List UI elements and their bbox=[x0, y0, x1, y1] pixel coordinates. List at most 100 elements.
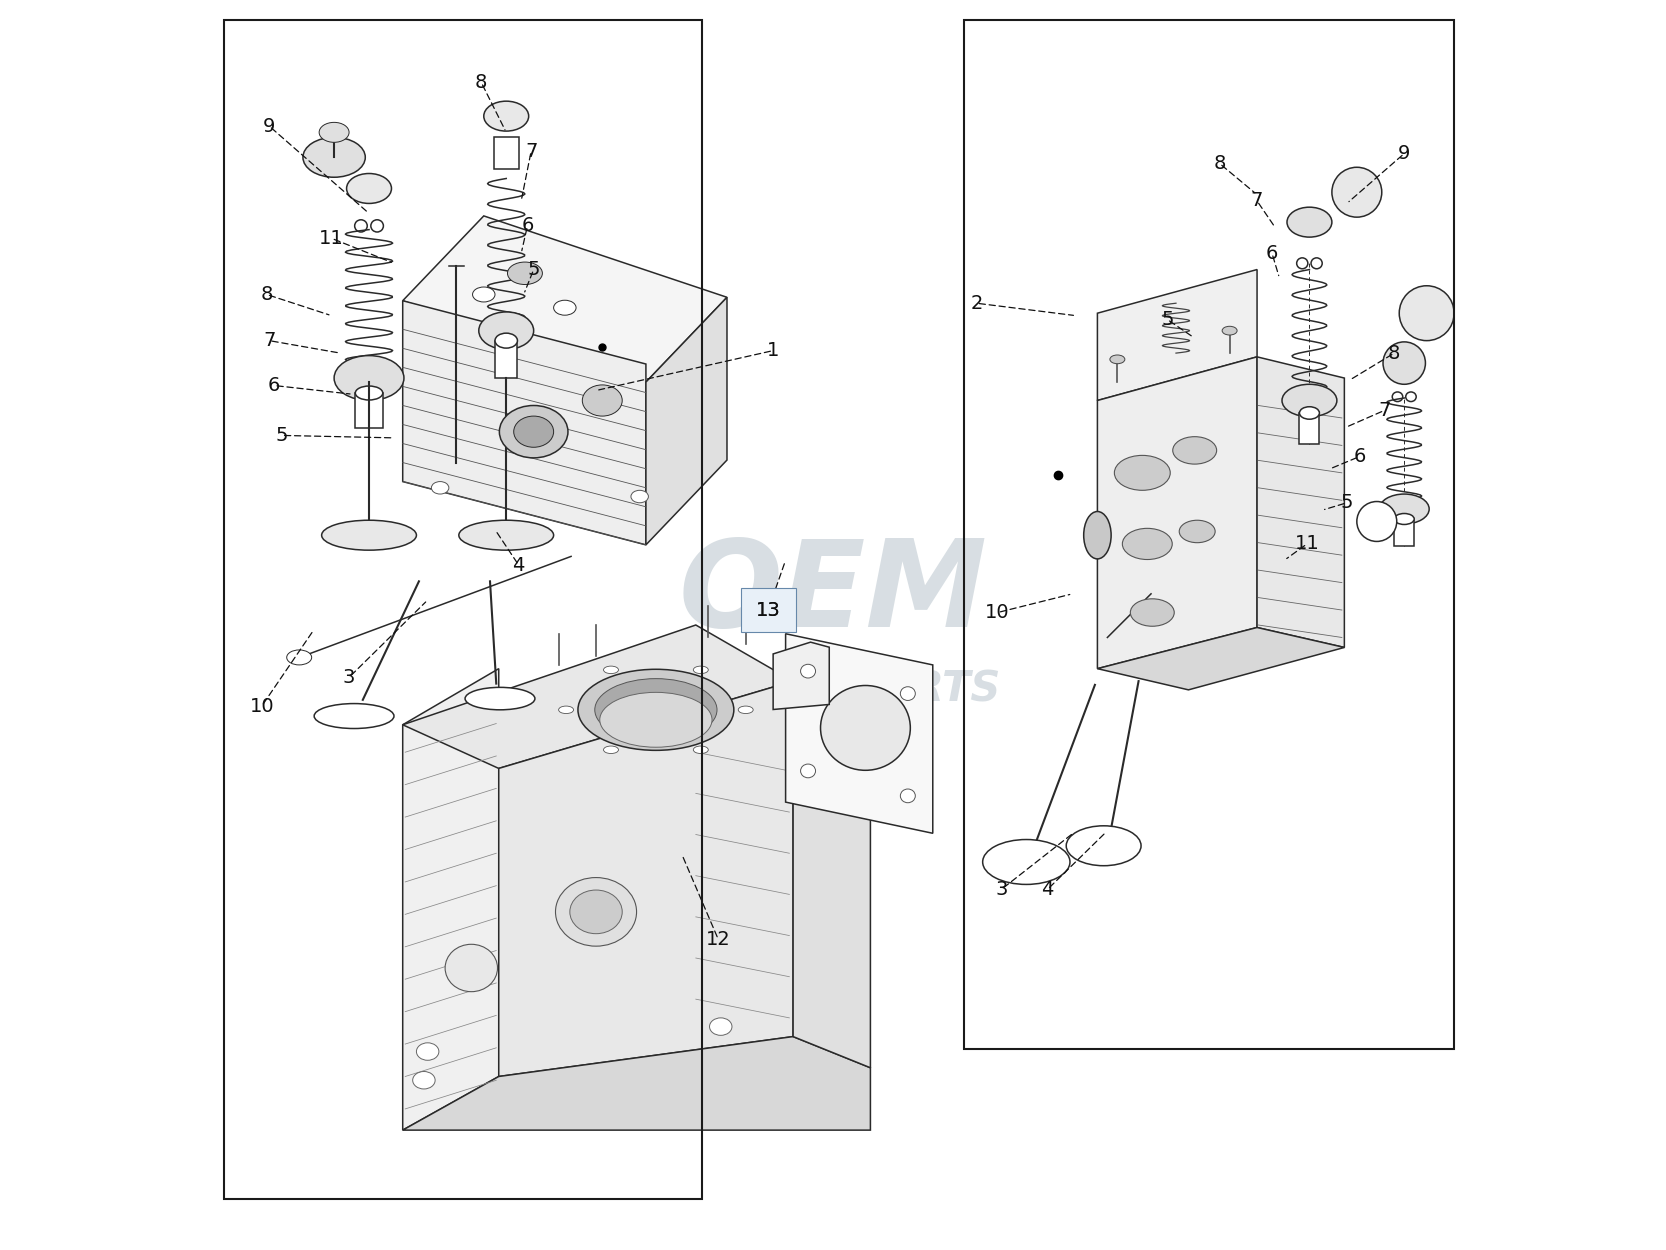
Text: 6: 6 bbox=[521, 216, 533, 235]
Ellipse shape bbox=[603, 666, 618, 674]
Ellipse shape bbox=[347, 174, 392, 204]
Ellipse shape bbox=[1173, 436, 1216, 464]
Ellipse shape bbox=[473, 288, 495, 302]
Text: 4: 4 bbox=[1041, 880, 1053, 899]
Ellipse shape bbox=[335, 355, 403, 400]
Ellipse shape bbox=[553, 300, 576, 315]
Ellipse shape bbox=[1083, 511, 1111, 559]
Ellipse shape bbox=[1331, 168, 1381, 217]
Bar bbox=[355, 392, 383, 428]
Ellipse shape bbox=[513, 416, 553, 447]
Ellipse shape bbox=[710, 1017, 731, 1035]
Ellipse shape bbox=[693, 746, 708, 754]
Text: 8: 8 bbox=[1388, 344, 1401, 362]
Text: 6: 6 bbox=[268, 376, 280, 395]
Bar bbox=[225, 20, 701, 1199]
Ellipse shape bbox=[416, 1042, 438, 1060]
Ellipse shape bbox=[458, 520, 553, 550]
Ellipse shape bbox=[1110, 355, 1125, 364]
Text: 7: 7 bbox=[1378, 401, 1391, 420]
Ellipse shape bbox=[478, 312, 533, 349]
Text: 9: 9 bbox=[263, 116, 275, 135]
Ellipse shape bbox=[603, 746, 618, 754]
Ellipse shape bbox=[558, 706, 573, 714]
Ellipse shape bbox=[320, 122, 350, 142]
Text: MOTOR PARTS: MOTOR PARTS bbox=[666, 669, 1000, 711]
Ellipse shape bbox=[355, 220, 367, 232]
Ellipse shape bbox=[483, 101, 528, 131]
Polygon shape bbox=[1098, 356, 1258, 669]
Ellipse shape bbox=[555, 878, 636, 946]
Text: 8: 8 bbox=[475, 72, 488, 92]
Text: 5: 5 bbox=[275, 426, 288, 445]
Ellipse shape bbox=[821, 685, 910, 770]
Ellipse shape bbox=[693, 666, 708, 674]
Text: 3: 3 bbox=[995, 880, 1008, 899]
Ellipse shape bbox=[1180, 520, 1215, 542]
Polygon shape bbox=[646, 298, 726, 545]
Ellipse shape bbox=[495, 334, 518, 348]
Ellipse shape bbox=[431, 481, 448, 494]
Ellipse shape bbox=[1356, 501, 1396, 541]
Ellipse shape bbox=[1296, 258, 1308, 269]
Ellipse shape bbox=[1115, 455, 1170, 490]
Text: 6: 6 bbox=[1353, 448, 1366, 466]
Ellipse shape bbox=[738, 706, 753, 714]
Ellipse shape bbox=[508, 262, 543, 285]
Text: 8: 8 bbox=[260, 285, 273, 304]
Bar bbox=[741, 588, 796, 632]
Text: 1: 1 bbox=[766, 341, 780, 360]
Bar bbox=[965, 20, 1454, 1049]
Ellipse shape bbox=[1066, 826, 1141, 866]
Text: 11: 11 bbox=[1294, 535, 1319, 554]
Ellipse shape bbox=[303, 138, 365, 178]
Polygon shape bbox=[786, 634, 933, 834]
Ellipse shape bbox=[801, 764, 816, 778]
Bar bbox=[495, 341, 518, 377]
Ellipse shape bbox=[1311, 258, 1323, 269]
Text: 10: 10 bbox=[250, 696, 275, 715]
Text: 5: 5 bbox=[528, 260, 540, 279]
Ellipse shape bbox=[322, 520, 416, 550]
Ellipse shape bbox=[1130, 599, 1175, 626]
Text: 4: 4 bbox=[513, 556, 525, 575]
Ellipse shape bbox=[900, 789, 915, 802]
Text: 5: 5 bbox=[1341, 494, 1353, 512]
Polygon shape bbox=[498, 681, 793, 1076]
Text: 7: 7 bbox=[525, 141, 538, 160]
Ellipse shape bbox=[595, 679, 716, 741]
Text: 7: 7 bbox=[1251, 191, 1263, 210]
Text: 13: 13 bbox=[756, 600, 780, 620]
Polygon shape bbox=[403, 625, 793, 769]
Ellipse shape bbox=[413, 1071, 435, 1089]
Ellipse shape bbox=[631, 490, 648, 502]
Ellipse shape bbox=[315, 704, 393, 729]
Polygon shape bbox=[1098, 628, 1344, 690]
Text: 11: 11 bbox=[320, 229, 343, 248]
Ellipse shape bbox=[1393, 392, 1403, 401]
Text: OEM: OEM bbox=[678, 535, 988, 652]
Ellipse shape bbox=[1406, 392, 1416, 401]
Text: 6: 6 bbox=[1266, 244, 1278, 262]
Ellipse shape bbox=[500, 405, 568, 458]
Polygon shape bbox=[793, 681, 870, 1068]
Text: 8: 8 bbox=[1213, 154, 1226, 173]
Text: 9: 9 bbox=[1398, 144, 1411, 162]
Polygon shape bbox=[1098, 270, 1258, 400]
Ellipse shape bbox=[983, 840, 1070, 885]
Polygon shape bbox=[1258, 356, 1344, 648]
Ellipse shape bbox=[287, 650, 312, 665]
Polygon shape bbox=[403, 216, 726, 382]
Ellipse shape bbox=[1383, 342, 1426, 384]
Bar bbox=[1394, 519, 1414, 546]
Text: 2: 2 bbox=[970, 294, 983, 312]
Text: 5: 5 bbox=[1161, 310, 1173, 329]
Ellipse shape bbox=[1399, 286, 1454, 341]
Bar bbox=[493, 138, 518, 169]
Ellipse shape bbox=[372, 220, 383, 232]
Ellipse shape bbox=[570, 890, 621, 934]
Ellipse shape bbox=[1283, 384, 1336, 416]
Polygon shape bbox=[403, 301, 646, 545]
Text: 7: 7 bbox=[263, 331, 275, 350]
Ellipse shape bbox=[578, 669, 733, 750]
